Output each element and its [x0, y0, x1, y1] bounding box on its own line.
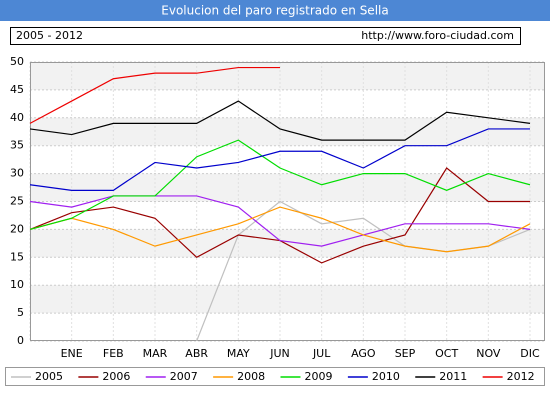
y-tick-label: 5	[17, 306, 24, 319]
x-tick-label: MAY	[227, 347, 250, 360]
y-tick-label: 15	[10, 250, 24, 263]
grid-band	[30, 285, 545, 314]
line-series	[29, 66, 280, 124]
x-tick-label: NOV	[476, 347, 501, 360]
legend-label: 2012	[507, 370, 535, 383]
legend-label: 2007	[170, 370, 198, 383]
x-tick-label: JUL	[312, 347, 331, 360]
x-tick-label: MAR	[143, 347, 168, 360]
subtitle: 2005 - 2012	[16, 29, 83, 42]
x-tick-label: FEB	[103, 347, 124, 360]
y-tick-label: 0	[17, 334, 24, 347]
y-tick-label: 40	[10, 111, 24, 124]
y-tick-label: 25	[10, 195, 24, 208]
legend-label: 2006	[102, 370, 130, 383]
legend-box	[5, 367, 545, 386]
subtitle-box	[10, 27, 521, 45]
legend-label: 2009	[305, 370, 333, 383]
x-tick-label: ABR	[185, 347, 208, 360]
y-tick-label: 10	[10, 278, 24, 291]
line-series	[29, 100, 531, 141]
y-tick-label: 35	[10, 139, 24, 152]
line-series	[29, 139, 531, 230]
y-tick-label: 45	[10, 83, 24, 96]
source: http://www.foro-ciudad.com	[361, 29, 514, 42]
title-bar	[0, 0, 550, 21]
y-tick-label: 50	[10, 55, 24, 68]
legend-label: 2010	[372, 370, 400, 383]
y-tick-label: 20	[10, 222, 24, 235]
grid-band	[30, 117, 545, 146]
legend-label: 2011	[439, 370, 467, 383]
x-tick-label: AGO	[351, 347, 376, 360]
x-tick-label: JUN	[269, 347, 290, 360]
line-series	[29, 128, 530, 191]
x-tick-label: DIC	[520, 347, 540, 360]
x-tick-label: SEP	[395, 347, 416, 360]
x-tick-label: ENE	[61, 347, 83, 360]
grid-band	[30, 62, 545, 90]
legend-label: 2008	[237, 370, 265, 383]
x-tick-label: OCT	[435, 347, 458, 360]
grid-band	[30, 229, 545, 258]
chart-title: Evolucion del paro registrado en Sella	[161, 4, 388, 18]
y-tick-label: 30	[10, 167, 24, 180]
line-series	[29, 206, 531, 253]
legend-label: 2005	[35, 370, 63, 383]
